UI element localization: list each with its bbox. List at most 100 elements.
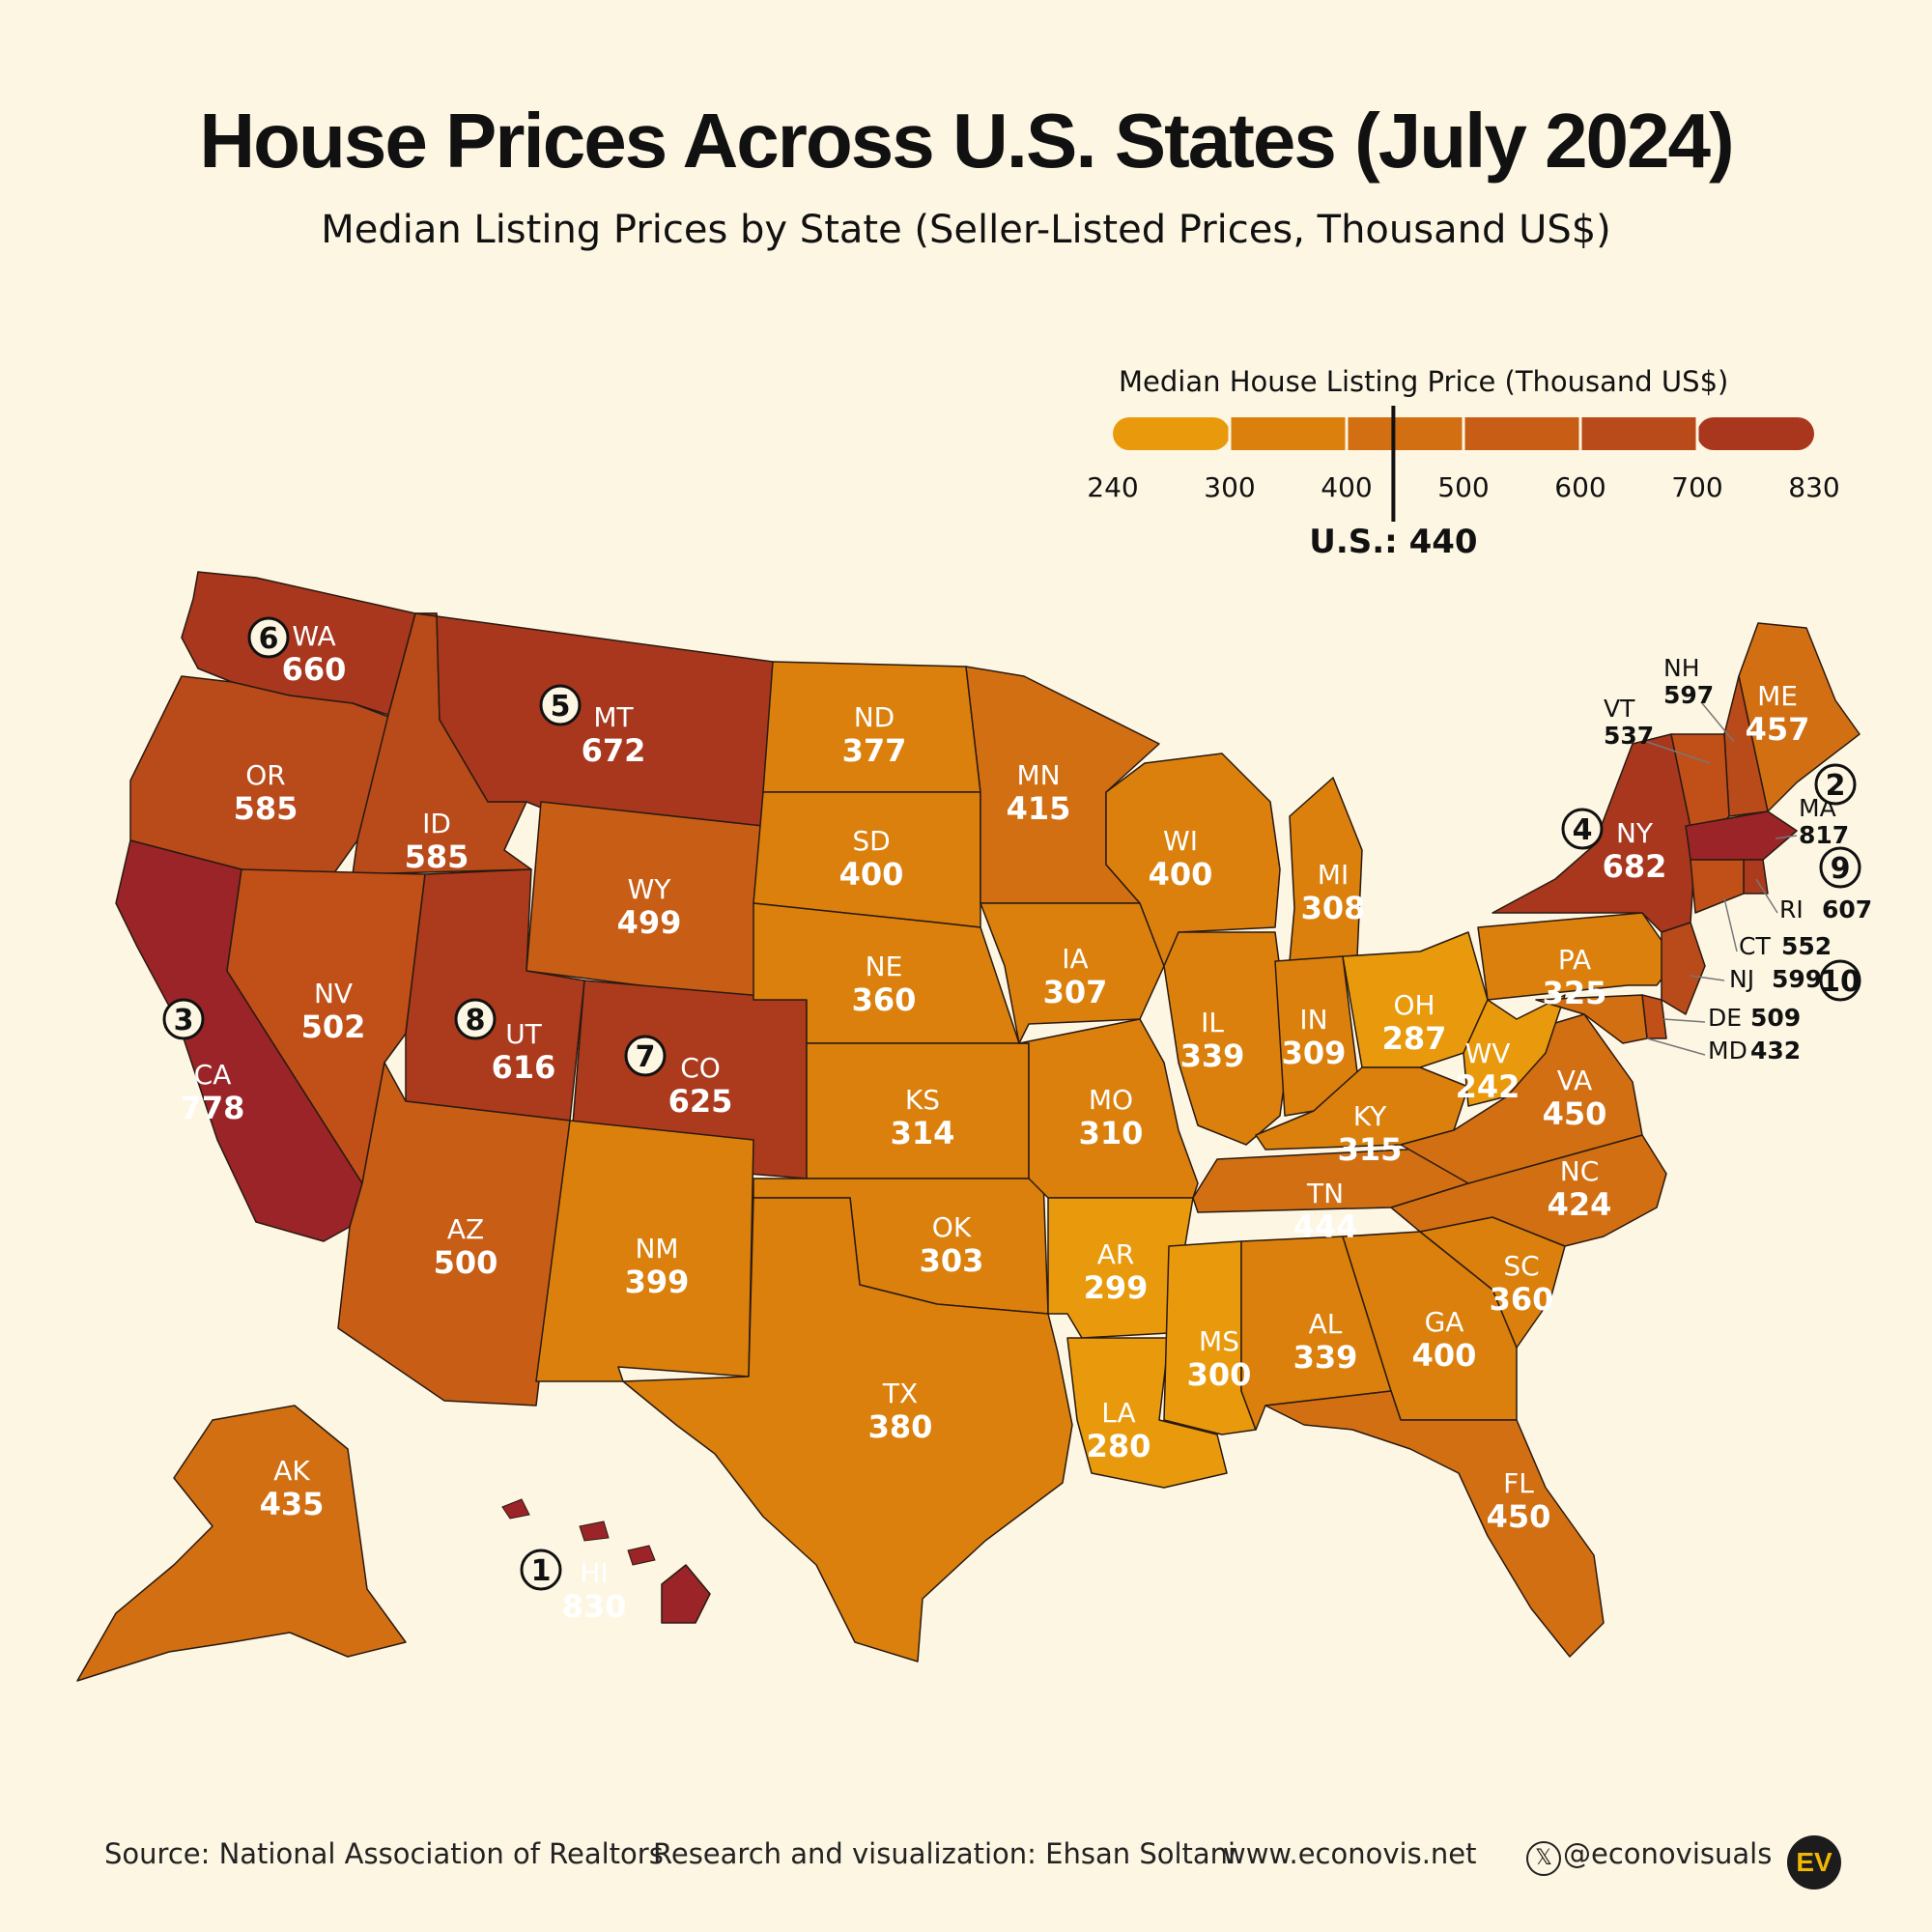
state-abbr-label: FL <box>1503 1467 1534 1499</box>
state-abbr-label: GA <box>1425 1306 1464 1338</box>
state-value-label: 830 <box>562 1588 627 1625</box>
website-link[interactable]: www.econovis.net <box>1223 1837 1477 1870</box>
rank-badge <box>1561 808 1604 850</box>
state-abbr-label: AL <box>1309 1308 1343 1340</box>
state-abbr-label: WV <box>1465 1037 1511 1069</box>
state-abbr-label: OR <box>245 759 286 791</box>
state-abbr-label: MI <box>1318 859 1349 891</box>
state-abbr-label: NJ <box>1729 965 1754 993</box>
state-value-label: 500 <box>434 1244 498 1281</box>
state-ak[interactable] <box>76 1405 407 1682</box>
state-value-label: 607 <box>1822 895 1872 923</box>
state-abbr-label: KS <box>905 1084 940 1116</box>
state-nm[interactable] <box>535 1120 754 1382</box>
state-value-label: 660 <box>282 651 347 688</box>
state-abbr-label: WA <box>292 620 335 652</box>
state-hi[interactable] <box>661 1564 711 1624</box>
state-value-label: 444 <box>1293 1208 1358 1245</box>
leader-line <box>1646 1037 1706 1056</box>
state-value-label: 599 <box>1772 965 1822 993</box>
state-abbr-label: IN <box>1299 1004 1327 1036</box>
state-abbr-label: IA <box>1062 943 1088 975</box>
legend-swatch <box>1580 417 1697 450</box>
leader-line <box>1775 835 1798 839</box>
x-logo-icon: 𝕏 <box>1526 1841 1561 1876</box>
legend-swatch <box>1347 417 1463 450</box>
state-az[interactable] <box>337 1062 571 1406</box>
state-abbr-label: MN <box>1016 759 1060 791</box>
state-abbr-label: VT <box>1604 695 1635 723</box>
state-abbr-label: MD <box>1708 1037 1747 1065</box>
state-fl[interactable] <box>1264 1390 1605 1658</box>
state-value-label: 299 <box>1084 1269 1149 1306</box>
state-value-label: 400 <box>839 856 904 893</box>
legend-title: Median House Listing Price (Thousand US$… <box>1119 365 1729 398</box>
state-abbr-label: MS <box>1199 1325 1239 1357</box>
credit-note: Research and visualization: Ehsan Soltan… <box>653 1837 1236 1870</box>
state-value-label: 315 <box>1338 1131 1403 1168</box>
state-abbr-label: KY <box>1353 1100 1387 1132</box>
state-il[interactable] <box>1163 931 1291 1146</box>
rank-number: 10 <box>1820 965 1861 999</box>
leader-line <box>1755 878 1778 914</box>
state-ar[interactable] <box>1047 1197 1194 1339</box>
state-value-label: 585 <box>405 838 469 875</box>
state-value-label: 377 <box>842 732 907 769</box>
state-value-label: 307 <box>1043 974 1108 1010</box>
rank-badge <box>1819 959 1861 1002</box>
state-abbr-label: TX <box>882 1378 918 1409</box>
rank-badge <box>520 1548 562 1591</box>
state-abbr-label: LA <box>1101 1397 1135 1429</box>
page-title: House Prices Across U.S. States (July 20… <box>199 98 1734 184</box>
state-ri[interactable] <box>1743 859 1769 895</box>
state-abbr-label: RI <box>1779 895 1804 923</box>
state-ut[interactable] <box>405 868 585 1122</box>
rank-badge <box>247 616 290 659</box>
state-value-label: 325 <box>1543 975 1607 1011</box>
social-handle[interactable]: @econovisuals <box>1563 1837 1773 1870</box>
state-value-label: 585 <box>234 790 298 827</box>
rank-badge <box>162 998 205 1040</box>
state-value-label: 450 <box>1487 1498 1551 1535</box>
state-value-label: 360 <box>1490 1281 1554 1318</box>
state-nj[interactable] <box>1661 922 1706 1015</box>
state-value-label: 360 <box>852 981 917 1018</box>
state-value-label: 308 <box>1301 890 1366 926</box>
state-value-label: 435 <box>260 1486 325 1522</box>
state-value-label: 509 <box>1750 1004 1801 1032</box>
state-value-label: 242 <box>1456 1068 1520 1105</box>
state-value-label: 597 <box>1663 681 1714 709</box>
state-abbr-label: NV <box>314 978 353 1009</box>
legend-color-scale: 240 300 400 500 600 700 830 U.S.: 440 <box>1087 406 1840 561</box>
state-value-label: 432 <box>1750 1037 1801 1065</box>
state-tx[interactable] <box>622 1197 1073 1662</box>
state-abbr-label: SC <box>1503 1250 1539 1282</box>
legend-tick-label: 500 <box>1437 471 1489 503</box>
state-wv[interactable] <box>1463 994 1566 1107</box>
state-abbr-label: NE <box>866 951 903 982</box>
state-value-label: 400 <box>1149 856 1213 893</box>
state-abbr-label: CA <box>194 1059 232 1091</box>
state-value-label: 287 <box>1382 1020 1447 1057</box>
state-value-label: 280 <box>1087 1428 1151 1464</box>
state-value-label: 300 <box>1187 1356 1252 1393</box>
state-abbr-label: SD <box>852 825 890 857</box>
state-abbr-label: NM <box>635 1233 678 1264</box>
state-abbr-label: UT <box>505 1018 542 1050</box>
state-wi[interactable] <box>1105 753 1281 967</box>
state-abbr-label: DE <box>1708 1004 1742 1032</box>
state-value-label: 499 <box>617 904 682 941</box>
state-ma[interactable] <box>1685 810 1798 861</box>
state-value-label: 399 <box>625 1264 690 1300</box>
rank-number: 9 <box>1831 852 1851 886</box>
legend-swatch <box>1463 417 1580 450</box>
legend-swatch <box>1230 417 1347 450</box>
state-ct[interactable] <box>1690 859 1745 914</box>
legend-tick-label: 240 <box>1087 471 1138 503</box>
state-mo[interactable] <box>1018 1018 1199 1199</box>
state-value-label: 672 <box>582 732 646 769</box>
econovis-logo: EV <box>1787 1835 1841 1889</box>
state-md[interactable] <box>1535 994 1648 1044</box>
state-value-label: 457 <box>1746 711 1810 748</box>
